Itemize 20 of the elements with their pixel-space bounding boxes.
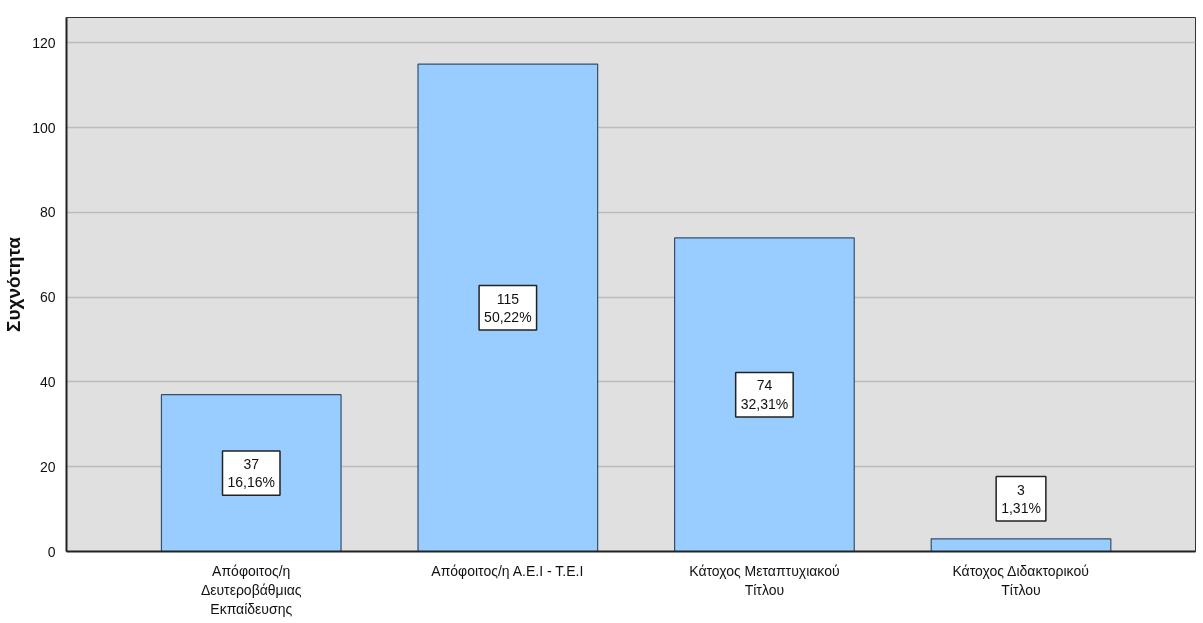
bar [417,63,599,552]
y-tick-label: 120 [32,34,56,51]
data-label: 74 32,31% [740,377,789,412]
y-tick-label: 0 [47,543,56,560]
data-label: 115 50,22% [484,290,532,326]
y-tick-label: 100 [32,119,56,136]
bar [930,538,1112,552]
y-tick-label: 20 [39,458,56,475]
y-axis-title: Συχνότητα [3,236,25,332]
y-tick-label: 60 [39,289,56,306]
x-tick-label: Κάτοχος Μεταπτυχιακού Τίτλου [689,562,840,598]
x-tick-label: Κάτοχος Διδακτορικού Τίτλου [952,562,1089,598]
bar [674,237,855,552]
y-tick-label: 80 [39,204,56,221]
y-tick-label: 40 [39,373,56,390]
data-label: 37 16,16% [227,455,275,491]
bar [160,394,342,552]
data-label: 3 1,31% [1001,481,1041,516]
x-tick-label: Απόφοιτος/η Δευτεροβάθμιας Εκπαίδευσης [200,562,302,617]
x-tick-label: Απόφοιτος/η Α.Ε.Ι - Τ.Ε.Ι [431,562,584,579]
